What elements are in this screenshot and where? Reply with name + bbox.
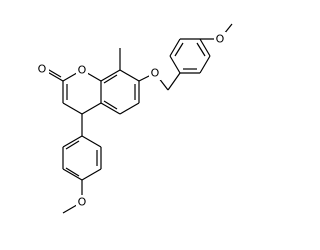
molecule: O O O O O bbox=[37, 23, 233, 214]
atom-label: O bbox=[38, 63, 47, 76]
atom-label: O bbox=[151, 67, 160, 80]
atom-label: O bbox=[78, 64, 87, 77]
atom-label: O bbox=[216, 33, 225, 46]
atom-label: O bbox=[78, 196, 87, 209]
bonds bbox=[43, 23, 233, 214]
atom-labels: O O O O O bbox=[37, 32, 226, 209]
